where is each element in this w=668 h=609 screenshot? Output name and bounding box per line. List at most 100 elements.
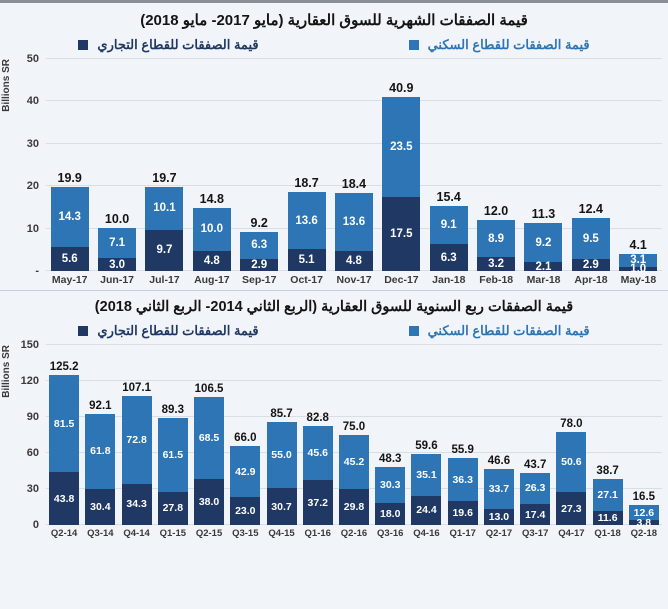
legend-item-commercial: قيمة الصفقات للقطاع التجاري: [78, 323, 259, 339]
x-axis-label: Sep-17: [242, 274, 277, 286]
bar-slot: 82.8 45.6 37.2: [302, 412, 333, 525]
bar-slot: 66.0 42.9 23.0: [230, 432, 261, 525]
commercial-segment: 27.3: [556, 492, 587, 525]
residential-swatch-icon: [408, 326, 419, 336]
residential-segment: 10.1: [145, 187, 184, 230]
bar-slot: 46.6 33.7 13.0: [483, 455, 514, 525]
chart-body: Billions SR 150 120 90 60 30 0 125.2 81.5 43.8 9…: [0, 339, 668, 531]
residential-segment: 12.6: [628, 505, 659, 521]
bar-total-label: 75.0: [342, 421, 366, 434]
bar-slot: 18.7 13.6 5.1: [287, 176, 326, 271]
stacked-bar: 106.5 68.5 38.0: [194, 383, 225, 525]
commercial-segment: 2.9: [240, 258, 279, 271]
x-axis-label: Nov-17: [336, 274, 372, 286]
y-axis-tick-label: 10: [26, 222, 39, 235]
x-axis-label: Q4-15: [268, 528, 295, 539]
stacked-bar: 48.3 30.3 18.0: [375, 453, 406, 525]
residential-segment: 8.9: [477, 219, 516, 258]
commercial-segment: 5.1: [287, 249, 326, 271]
residential-segment: 61.8: [85, 414, 116, 489]
gridline: [46, 344, 662, 345]
x-axis-label: Q3-14: [87, 528, 114, 539]
stacked-bar: 19.9 14.3 5.6: [50, 171, 89, 271]
gridline: [46, 100, 662, 102]
bars-layer: 125.2 81.5 43.8 92.1 61.8 30.4 107.1 72.8 34.3 89…: [46, 345, 662, 529]
y-axis-tick-label: 60: [26, 447, 39, 459]
chart-legend: قيمة الصفقات للقطاع التجاري قيمة الصفقات…: [0, 323, 668, 339]
gridline: [46, 185, 662, 187]
residential-segment: 81.5: [49, 374, 80, 473]
stacked-bar: 15.4 9.1 6.3: [429, 190, 468, 271]
commercial-segment: 11.6: [592, 511, 623, 525]
bar-slot: 89.3 61.5 27.8: [157, 404, 188, 525]
bar-total-label: 18.7: [294, 175, 319, 190]
bar-total-label: 18.4: [341, 177, 367, 191]
x-axis-label: Q3-16: [377, 528, 404, 539]
bar-slot: 59.6 35.1 24.4: [411, 440, 442, 525]
y-axis-tick-label: -: [35, 265, 39, 277]
bar-slot: 40.9 23.5 17.5: [382, 81, 421, 271]
bar-slot: 16.5 12.6 3.8: [628, 491, 659, 529]
legend-label-residential: قيمة الصفقات للقطاع السكني: [427, 37, 590, 52]
legend-label-commercial: قيمة الصفقات للقطاع التجاري: [97, 37, 259, 52]
bar-total-label: 9.2: [250, 216, 268, 231]
bar-slot: 19.7 10.1 9.7: [145, 171, 184, 271]
bar-total-label: 106.5: [194, 383, 224, 396]
x-axis-label: Q2-15: [195, 528, 223, 539]
commercial-segment: 27.8: [157, 491, 188, 525]
commercial-segment: 9.7: [145, 229, 184, 271]
bar-total-label: 12.4: [578, 202, 603, 217]
plot-area: 19.9 14.3 5.6 10.0 7.1 3.0 19.7 10.1 9.7 14.8 10.0…: [46, 58, 662, 275]
commercial-segment: 3.8: [628, 517, 659, 529]
stacked-bar: 16.5 12.6 3.8: [628, 491, 659, 529]
x-axis-label: Jul-17: [149, 274, 180, 286]
stacked-bar: 19.7 10.1 9.7: [145, 171, 184, 271]
x-axis-label: Q4-16: [413, 528, 440, 539]
bar-slot: 9.2 6.3 2.9: [240, 216, 279, 271]
commercial-segment: 6.3: [429, 244, 468, 271]
bar-slot: 15.4 9.1 6.3: [429, 190, 468, 271]
x-axis-label: Q2-14: [50, 528, 78, 539]
x-axis-label: Apr-18: [574, 274, 608, 286]
bar-total-label: 59.6: [415, 439, 438, 452]
commercial-segment: 19.6: [447, 501, 478, 525]
commercial-segment: 3.0: [98, 258, 137, 271]
y-axis: Billions SR 150 120 90 60 30 0: [0, 339, 46, 531]
gridline: [46, 58, 662, 59]
residential-segment: 13.6: [287, 191, 326, 250]
bar-slot: 85.7 55.0 30.7: [266, 408, 297, 525]
bar-slot: 14.8 10.0 4.8: [192, 192, 231, 271]
stacked-bar: 10.0 7.1 3.0: [98, 212, 137, 271]
commercial-segment: 1.0: [619, 263, 658, 275]
commercial-segment: 43.8: [49, 472, 80, 525]
bar-total-label: 43.7: [523, 458, 547, 471]
stacked-bar: 4.1 3.1 1.0: [619, 238, 658, 275]
stacked-bar: 46.6 33.7 13.0: [483, 455, 514, 525]
bar-total-label: 107.1: [122, 382, 151, 395]
residential-segment: 9.2: [524, 223, 563, 263]
stacked-bar: 43.7 26.3 17.4: [520, 459, 551, 525]
residential-segment: 23.5: [382, 97, 421, 197]
residential-segment: 9.1: [429, 205, 468, 245]
residential-swatch-icon: [408, 40, 419, 50]
bar-slot: 48.3 30.3 18.0: [375, 453, 406, 525]
chart-legend: قيمة الصفقات للقطاع التجاري قيمة الصفقات…: [0, 37, 668, 53]
bar-total-label: 14.8: [199, 192, 224, 207]
bars-layer: 19.9 14.3 5.6 10.0 7.1 3.0 19.7 10.1 9.7 14.8 10.0…: [46, 59, 662, 275]
commercial-segment: 18.0: [375, 503, 406, 525]
legend-label-commercial: قيمة الصفقات للقطاع التجاري: [97, 323, 259, 338]
commercial-segment: 2.9: [571, 258, 610, 271]
residential-segment: 6.3: [240, 232, 279, 259]
stacked-bar: 82.8 45.6 37.2: [302, 412, 333, 525]
x-axis-label: Aug-17: [194, 274, 230, 286]
residential-segment: 30.3: [375, 467, 406, 504]
commercial-segment: 38.0: [194, 479, 225, 525]
x-axis: May-17 Jun-17 Jul-17 Aug-17 Sep-17 Oct-17 Nov-…: [46, 274, 662, 286]
bar-total-label: 55.9: [451, 443, 474, 456]
stacked-bar: 78.0 50.6 27.3: [556, 418, 587, 525]
stacked-bar: 40.9 23.5 17.5: [382, 81, 421, 271]
bar-total-label: 19.7: [152, 171, 177, 186]
bar-slot: 12.4 9.5 2.9: [571, 202, 610, 271]
bar-slot: 12.0 8.9 3.2: [477, 204, 516, 271]
